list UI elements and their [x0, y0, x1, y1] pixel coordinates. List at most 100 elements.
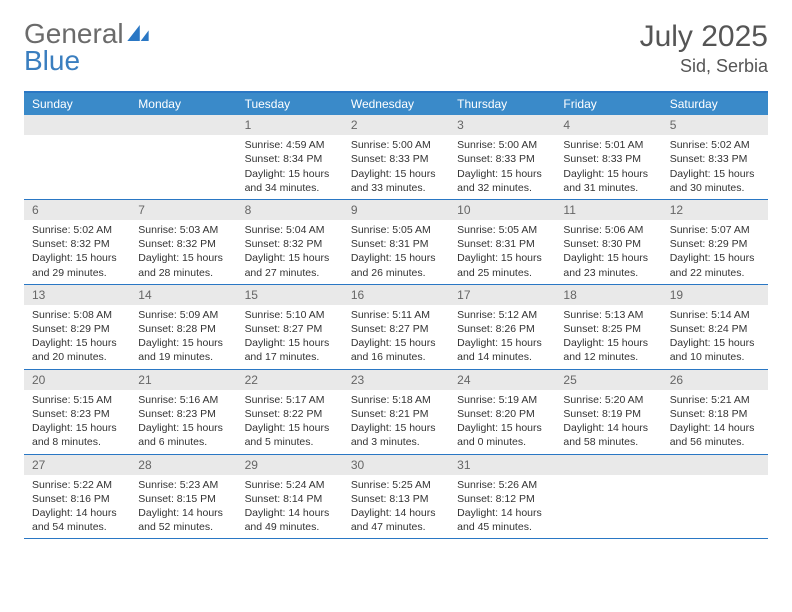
daylight-line-1: Daylight: 15 hours: [138, 336, 228, 350]
day-number: [130, 115, 236, 135]
daylight-line-1: Daylight: 15 hours: [670, 167, 760, 181]
day-info: Sunrise: 5:12 AMSunset: 8:26 PMDaylight:…: [449, 305, 555, 369]
daylight-line-2: and 56 minutes.: [670, 435, 760, 449]
daylight-line-1: Daylight: 15 hours: [32, 421, 122, 435]
daylight-line-2: and 54 minutes.: [32, 520, 122, 534]
day-number: 23: [343, 370, 449, 390]
sunset-line: Sunset: 8:16 PM: [32, 492, 122, 506]
day-cell: 23Sunrise: 5:18 AMSunset: 8:21 PMDayligh…: [343, 370, 449, 454]
day-cell: 20Sunrise: 5:15 AMSunset: 8:23 PMDayligh…: [24, 370, 130, 454]
sunset-line: Sunset: 8:23 PM: [32, 407, 122, 421]
week-row: 1Sunrise: 4:59 AMSunset: 8:34 PMDaylight…: [24, 115, 768, 200]
sunrise-line: Sunrise: 5:12 AM: [457, 308, 547, 322]
day-cell: 25Sunrise: 5:20 AMSunset: 8:19 PMDayligh…: [555, 370, 661, 454]
daylight-line-2: and 58 minutes.: [563, 435, 653, 449]
sunrise-line: Sunrise: 5:14 AM: [670, 308, 760, 322]
day-info: Sunrise: 5:23 AMSunset: 8:15 PMDaylight:…: [130, 475, 236, 539]
sunset-line: Sunset: 8:33 PM: [457, 152, 547, 166]
sunset-line: Sunset: 8:27 PM: [245, 322, 335, 336]
brand-logo: GeneralBlue: [24, 20, 149, 73]
sunrise-line: Sunrise: 5:15 AM: [32, 393, 122, 407]
sunrise-line: Sunrise: 5:05 AM: [351, 223, 441, 237]
daylight-line-1: Daylight: 15 hours: [457, 167, 547, 181]
daylight-line-2: and 10 minutes.: [670, 350, 760, 364]
sunrise-line: Sunrise: 5:00 AM: [457, 138, 547, 152]
sunrise-line: Sunrise: 4:59 AM: [245, 138, 335, 152]
daylight-line-2: and 29 minutes.: [32, 266, 122, 280]
day-cell: 8Sunrise: 5:04 AMSunset: 8:32 PMDaylight…: [237, 200, 343, 284]
day-info: Sunrise: 5:13 AMSunset: 8:25 PMDaylight:…: [555, 305, 661, 369]
daylight-line-2: and 28 minutes.: [138, 266, 228, 280]
day-number: 16: [343, 285, 449, 305]
daylight-line-1: Daylight: 14 hours: [351, 506, 441, 520]
sunset-line: Sunset: 8:18 PM: [670, 407, 760, 421]
sunset-line: Sunset: 8:22 PM: [245, 407, 335, 421]
day-cell: 12Sunrise: 5:07 AMSunset: 8:29 PMDayligh…: [662, 200, 768, 284]
day-number: 6: [24, 200, 130, 220]
day-number: 26: [662, 370, 768, 390]
dayname-saturday: Saturday: [662, 93, 768, 115]
day-number: 1: [237, 115, 343, 135]
daylight-line-2: and 25 minutes.: [457, 266, 547, 280]
day-number: 7: [130, 200, 236, 220]
day-info: Sunrise: 5:18 AMSunset: 8:21 PMDaylight:…: [343, 390, 449, 454]
month-title: July 2025: [640, 20, 768, 54]
day-number: 15: [237, 285, 343, 305]
sunrise-line: Sunrise: 5:05 AM: [457, 223, 547, 237]
daylight-line-1: Daylight: 14 hours: [245, 506, 335, 520]
day-cell: 26 Sunrise: 5:21 AMSunset: 8:18 PMDayligh…: [662, 370, 768, 454]
week-row: 13Sunrise: 5:08 AMSunset: 8:29 PMDayligh…: [24, 285, 768, 370]
sunrise-line: Sunrise: 5:06 AM: [563, 223, 653, 237]
sunrise-line: Sunrise: 5:13 AM: [563, 308, 653, 322]
sunrise-line: Sunrise: 5:02 AM: [32, 223, 122, 237]
sunset-line: Sunset: 8:32 PM: [245, 237, 335, 251]
daylight-line-1: Daylight: 14 hours: [32, 506, 122, 520]
sunrise-line: Sunrise: 5:11 AM: [351, 308, 441, 322]
daylight-line-1: Daylight: 15 hours: [670, 336, 760, 350]
sunset-line: Sunset: 8:25 PM: [563, 322, 653, 336]
daylight-line-1: Daylight: 14 hours: [563, 421, 653, 435]
sunrise-line: Sunrise: 5:26 AM: [457, 478, 547, 492]
sunset-line: Sunset: 8:24 PM: [670, 322, 760, 336]
day-number: 14: [130, 285, 236, 305]
day-number: 28: [130, 455, 236, 475]
day-number: 4: [555, 115, 661, 135]
daylight-line-1: Daylight: 15 hours: [457, 421, 547, 435]
weeks-container: 1Sunrise: 4:59 AMSunset: 8:34 PMDaylight…: [24, 115, 768, 539]
sunset-line: Sunset: 8:32 PM: [138, 237, 228, 251]
daylight-line-1: Daylight: 14 hours: [670, 421, 760, 435]
daylight-line-2: and 47 minutes.: [351, 520, 441, 534]
daylight-line-1: Daylight: 15 hours: [32, 251, 122, 265]
day-number: 3: [449, 115, 555, 135]
day-info: Sunrise: 5:00 AMSunset: 8:33 PMDaylight:…: [449, 135, 555, 199]
day-number: 24: [449, 370, 555, 390]
sunrise-line: Sunrise: 5:09 AM: [138, 308, 228, 322]
day-number: [555, 455, 661, 475]
sunset-line: Sunset: 8:29 PM: [32, 322, 122, 336]
day-info: Sunrise: 5:22 AMSunset: 8:16 PMDaylight:…: [24, 475, 130, 539]
page-header: GeneralBlue July 2025 Sid, Serbia: [24, 20, 768, 77]
day-cell: 1Sunrise: 4:59 AMSunset: 8:34 PMDaylight…: [237, 115, 343, 199]
sunset-line: Sunset: 8:15 PM: [138, 492, 228, 506]
day-info: Sunrise: 5:19 AMSunset: 8:20 PMDaylight:…: [449, 390, 555, 454]
daylight-line-1: Daylight: 15 hours: [670, 251, 760, 265]
daylight-line-2: and 23 minutes.: [563, 266, 653, 280]
sunset-line: Sunset: 8:33 PM: [351, 152, 441, 166]
day-cell: 24Sunrise: 5:19 AMSunset: 8:20 PMDayligh…: [449, 370, 555, 454]
day-cell: 27Sunrise: 5:22 AMSunset: 8:16 PMDayligh…: [24, 455, 130, 539]
sunrise-line: Sunrise: 5:22 AM: [32, 478, 122, 492]
daylight-line-2: and 49 minutes.: [245, 520, 335, 534]
day-cell: 29Sunrise: 5:24 AMSunset: 8:14 PMDayligh…: [237, 455, 343, 539]
daylight-line-1: Daylight: 14 hours: [138, 506, 228, 520]
sunset-line: Sunset: 8:27 PM: [351, 322, 441, 336]
daylight-line-2: and 30 minutes.: [670, 181, 760, 195]
day-cell: 16Sunrise: 5:11 AMSunset: 8:27 PMDayligh…: [343, 285, 449, 369]
location-label: Sid, Serbia: [640, 56, 768, 77]
day-number: 30: [343, 455, 449, 475]
sunrise-line: Sunrise: 5:17 AM: [245, 393, 335, 407]
sunrise-line: Sunrise: 5:21 AM: [670, 393, 760, 407]
sunrise-line: Sunrise: 5:19 AM: [457, 393, 547, 407]
day-info: Sunrise: 5:24 AMSunset: 8:14 PMDaylight:…: [237, 475, 343, 539]
day-info: Sunrise: 5:04 AMSunset: 8:32 PMDaylight:…: [237, 220, 343, 284]
daylight-line-1: Daylight: 15 hours: [245, 421, 335, 435]
